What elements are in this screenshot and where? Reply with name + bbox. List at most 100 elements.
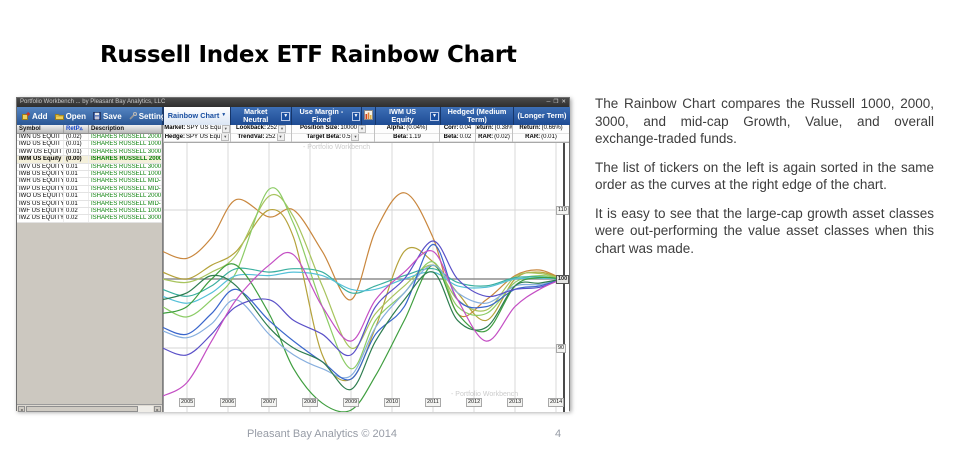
- ticker-list-panel: Symbol RetP▵ Description IWN US EQUIT (0.02…: [17, 125, 163, 412]
- ticker-retp: 0.01: [64, 170, 89, 178]
- column-header-retp[interactable]: RetP▵: [64, 125, 89, 133]
- param-group-3: Alpha: (0.04%) Beta: 1.19: [374, 125, 439, 142]
- param-value: (0.04%): [406, 125, 428, 132]
- strategy-tabs: Rainbow Chart ▼ Market Neutral ▼ Use Margin …: [163, 107, 570, 125]
- param-hedge: Hedge: SPY US Equ ▾: [164, 133, 230, 142]
- param-label: RAR:: [478, 133, 494, 140]
- chevron-down-icon[interactable]: ▼: [221, 112, 227, 119]
- toolbar-button-label: Open: [65, 111, 87, 121]
- horizontal-scrollbar[interactable]: ◂ ▸: [17, 404, 162, 412]
- ticker-row-iwd[interactable]: IWD US EQUIT(0.01)ISHARES RUSSELL 1000 V…: [17, 141, 162, 149]
- ticker-description: ISHARES RUSSELL 2000 GROWTH: [91, 193, 162, 200]
- ticker-row-iww[interactable]: IWW US EQUIT(0.01)ISHARES RUSSELL 3000 V…: [17, 148, 162, 157]
- tab-rainbow-chart[interactable]: Rainbow Chart ▼: [163, 107, 230, 125]
- param-value: 0.02: [459, 133, 472, 140]
- chevron-down-icon[interactable]: ▼: [351, 111, 360, 121]
- toolbar-button-label: Settings: [138, 111, 171, 121]
- maximize-icon[interactable]: ❒: [553, 99, 559, 105]
- ticker-symbol: IWS US EQUITY: [19, 200, 64, 207]
- window-titlebar[interactable]: Portfolio Workbench ... by Pleasant Bay …: [17, 98, 569, 107]
- page-number: 4: [555, 428, 562, 440]
- toolbar-button-label: Add: [32, 111, 48, 121]
- curve-iwn: [163, 192, 563, 318]
- paragraph-3: It is easy to see that the large-cap gro…: [595, 205, 934, 256]
- ticker-retp: (0.02): [64, 134, 89, 141]
- toolbar: Add Open Save Settings: [17, 107, 170, 125]
- chevron-down-icon[interactable]: ▼: [281, 111, 290, 121]
- column-header-description[interactable]: Description: [89, 125, 162, 133]
- footer-credit: Pleasant Bay Analytics © 2014: [247, 428, 397, 440]
- ticker-description: ISHARES RUSSELL 3000 GROWTH: [91, 215, 162, 222]
- x-tick-2007: 2007: [260, 398, 278, 407]
- param-label: RAR:: [525, 133, 541, 140]
- chevron-down-icon[interactable]: ▾: [278, 125, 287, 133]
- tab-use-margin-fixed[interactable]: Use Margin - Fixed ▼: [291, 107, 361, 125]
- ticker-symbol: IWP US EQUITY: [19, 185, 64, 193]
- ticker-retp: 0.01: [64, 185, 89, 193]
- toolbar-save-button[interactable]: Save: [91, 111, 124, 122]
- param-value: 0.5: [342, 133, 351, 140]
- ticker-description: ISHARES RUSSELL 3000 VALUE E: [91, 148, 162, 156]
- column-header-symbol[interactable]: Symbol: [17, 125, 64, 133]
- param-return: Return: (0.38%): [476, 125, 512, 134]
- param-alpha: Alpha: (0.04%): [375, 125, 439, 134]
- scroll-left-arrow[interactable]: ◂: [18, 405, 25, 412]
- chevron-down-icon[interactable]: ▾: [221, 133, 230, 142]
- ticker-symbol: IWV US EQUITY: [19, 163, 64, 170]
- ticker-symbol: IWF US EQUITY: [19, 207, 64, 215]
- close-icon[interactable]: ✕: [561, 99, 566, 105]
- scrollbar-thumb[interactable]: [26, 405, 138, 412]
- ticker-row-iwm[interactable]: IWM US Equity (0.00) ISHARES RUSSELL 2000 …: [17, 156, 162, 164]
- param-market: Market: SPY US Equ ▾: [164, 125, 230, 134]
- param-value: SPY US Equ: [186, 125, 221, 132]
- chevron-down-icon[interactable]: ▼: [430, 111, 439, 121]
- tab-longer-term[interactable]: (Longer Term): [513, 107, 570, 125]
- chevron-down-icon[interactable]: ▾: [358, 125, 367, 133]
- param-label: Beta:: [443, 133, 459, 140]
- ticker-retp: (0.01): [64, 148, 89, 156]
- chevron-down-icon[interactable]: ▾: [351, 133, 360, 142]
- param-return: Return: (0.66%): [513, 125, 569, 134]
- tab-hedged-medium-term[interactable]: Hedged (Medium Term): [440, 107, 513, 125]
- ticker-row-iwn[interactable]: IWN US EQUIT(0.02)ISHARES RUSSELL 2000 V…: [17, 134, 162, 142]
- toolbar-open-button[interactable]: Open: [53, 111, 88, 122]
- param-target-beta: Target Beta: 0.5 ▾: [292, 133, 374, 142]
- param-rar: RAR: (0.01): [513, 133, 569, 142]
- ticker-retp: 0.02: [64, 215, 89, 222]
- header-row: Add Open Save Settings Rainbow Chart ▼ Market…: [17, 107, 570, 125]
- param-beta: Beta: 0.02: [440, 133, 475, 142]
- add-icon: [22, 112, 30, 120]
- minimize-icon[interactable]: ─: [546, 99, 551, 105]
- tab-market-neutral[interactable]: Market Neutral ▼: [230, 107, 291, 125]
- toolbar-settings-button[interactable]: Settings: [127, 111, 173, 122]
- x-tick-2013: 2013: [506, 398, 524, 407]
- rainbow-chart-plot: 2005 2006 2007 2008 2009 2010 2011 2012 2013 2014…: [163, 143, 569, 412]
- param-label: Hedge:: [164, 133, 186, 140]
- window-controls: ─ ❒ ✕: [547, 98, 566, 107]
- y-tick-90: 90: [556, 343, 567, 353]
- param-label: Alpha:: [386, 125, 406, 132]
- tab-iwm-us-equity[interactable]: IWM US Equity ▼: [375, 107, 440, 125]
- chevron-down-icon[interactable]: ▾: [221, 125, 230, 133]
- x-tick-2009: 2009: [342, 398, 360, 407]
- table-header: Symbol RetP▵ Description: [17, 125, 162, 134]
- open-folder-icon: [54, 112, 64, 120]
- scrollbar-track[interactable]: [26, 405, 153, 412]
- tab-label: Market Neutral: [243, 107, 269, 124]
- toolbar-add-button[interactable]: Add: [20, 111, 50, 122]
- tab-label: (Longer Term): [517, 111, 567, 121]
- param-value: (0.38%): [494, 125, 512, 132]
- chevron-down-icon[interactable]: ▾: [276, 133, 285, 142]
- param-trendval: TrendVal: 252 ▾: [231, 133, 291, 142]
- tab-mini-chart-icon[interactable]: [361, 107, 375, 125]
- scroll-right-arrow[interactable]: ▸: [154, 405, 161, 412]
- param-value: (0.02): [494, 133, 510, 140]
